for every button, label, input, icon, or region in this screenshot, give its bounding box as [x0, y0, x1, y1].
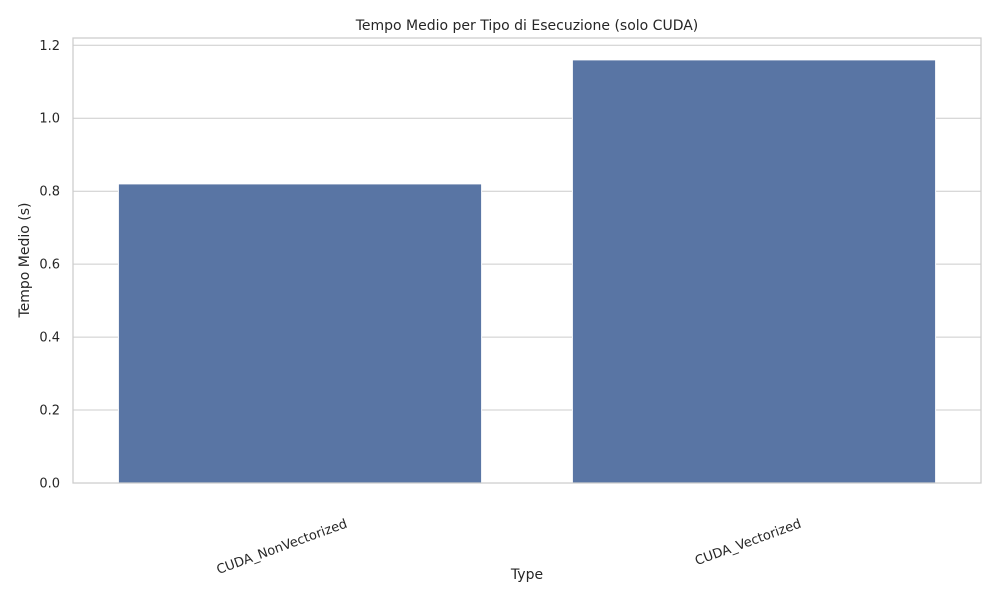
- chart-title: Tempo Medio per Tipo di Esecuzione (solo…: [355, 18, 699, 34]
- y-tick-label: 0.0: [39, 477, 60, 492]
- y-tick-label: 0.4: [39, 331, 60, 346]
- plot-frame: [72, 37, 982, 484]
- x-tick-label: CUDA_Vectorized: [693, 517, 803, 569]
- y-axis-label: Tempo Medio (s): [17, 202, 33, 318]
- y-tick-label: 1.2: [39, 39, 60, 54]
- y-tick-label: 0.2: [39, 404, 60, 419]
- y-tick-label: 1.0: [39, 112, 60, 127]
- x-tick-labels: CUDA_NonVectorized CUDA_Vectorized: [215, 517, 804, 578]
- x-axis-label: Type: [510, 567, 543, 583]
- y-tick-label: 0.8: [39, 185, 60, 200]
- bars: [117, 59, 937, 484]
- bar-cuda-vectorized: [571, 59, 937, 484]
- y-tick-labels: 0.0 0.2 0.4 0.6 0.8 1.0 1.2: [39, 39, 60, 492]
- x-tick-label: CUDA_NonVectorized: [215, 517, 350, 578]
- bar-cuda-nonvectorized: [117, 183, 483, 484]
- y-tick-label: 0.6: [39, 258, 60, 273]
